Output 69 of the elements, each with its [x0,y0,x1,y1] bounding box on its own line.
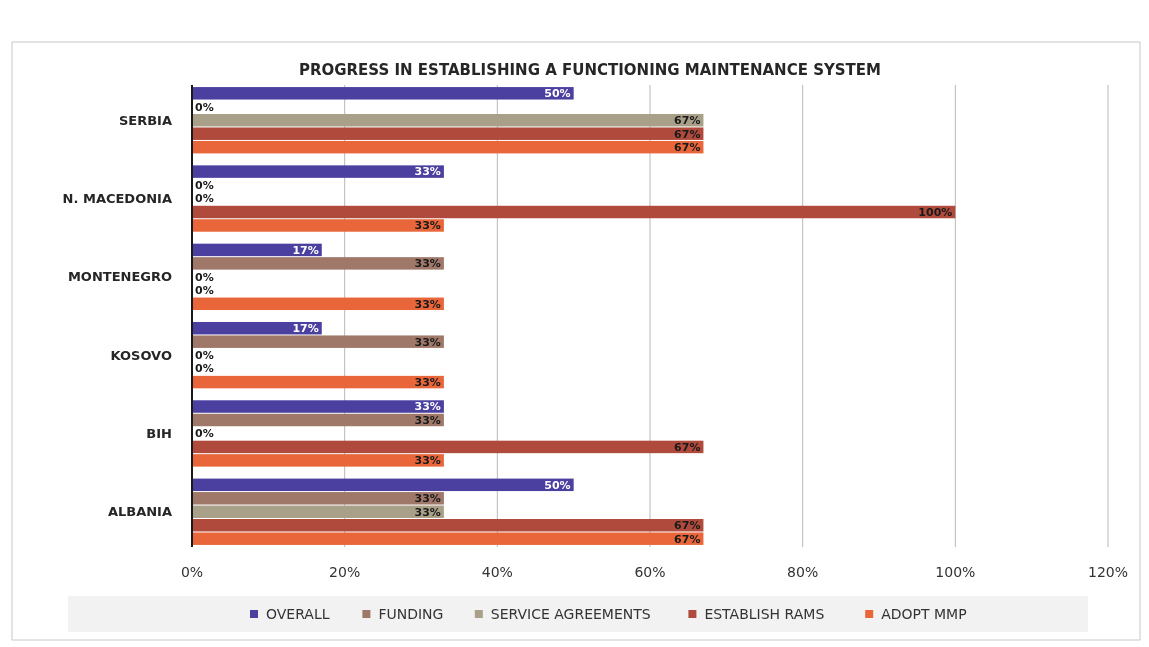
data-label: 17% [292,322,319,336]
data-label: 0% [195,192,214,206]
data-label: 67% [674,519,701,533]
bar [192,297,444,311]
data-label: 0% [195,362,214,376]
x-tick-label: 120% [1087,563,1129,580]
bar [192,140,704,154]
bar [192,454,444,467]
x-tick-label: 100% [935,563,976,580]
data-label: 33% [414,297,441,311]
bar [192,114,704,127]
data-label: 67% [674,141,701,155]
data-label: 33% [414,165,441,179]
data-label: 50% [544,478,571,492]
bar [192,440,704,454]
data-label: 0% [195,284,214,298]
data-label: 33% [414,413,441,427]
data-label: 0% [195,270,214,284]
chart-title: PROGRESS IN ESTABLISHING A FUNCTIONING MAINTENANCE SYSTEM [298,61,882,79]
data-label: 17% [292,243,319,257]
data-label: 33% [414,375,441,389]
data-label: 33% [414,400,441,414]
y-tick-label: MONTENEGRO [67,269,172,285]
bar [192,400,444,413]
bar [192,205,956,219]
data-label: 0% [195,100,214,114]
bar [192,219,444,232]
data-label: 33% [414,505,441,519]
y-tick-label: BIH [146,426,172,442]
data-label: 0% [195,178,214,192]
bar [192,257,444,270]
bar [192,413,444,427]
bar [192,165,444,178]
data-label: 67% [674,440,701,454]
data-label: 33% [414,454,441,468]
x-tick-label: 60% [634,563,666,580]
bar [192,505,444,518]
data-label: 0% [195,349,214,362]
bar [192,478,574,492]
data-label: 33% [414,219,441,233]
data-label: 50% [544,87,571,101]
data-label: 100% [918,205,953,219]
bar [192,492,444,505]
data-label: 67% [674,114,701,128]
bar [192,87,574,100]
y-tick-label: SERBIA [118,112,172,128]
legend-label: ESTABLISH RAMS [704,605,825,622]
bar [192,532,704,545]
data-label: 67% [674,127,701,141]
legend-label: FUNDING [378,605,444,622]
data-label: 67% [674,532,701,546]
bar [192,519,704,532]
data-label: 33% [414,492,441,506]
x-tick-label: 80% [787,563,819,580]
x-tick-label: 0% [180,563,204,580]
y-tick-label: KOSOVO [110,347,172,363]
bar [192,127,704,140]
legend-label: OVERALL [266,605,330,622]
x-tick-label: 40% [481,563,513,580]
data-label: 33% [414,335,441,349]
data-label: 33% [414,257,441,271]
legend-label: SERVICE AGREEMENTS [490,605,651,622]
bar [192,335,444,348]
x-tick-label: 20% [329,563,361,580]
y-tick-label: ALBANIA [107,504,172,520]
y-tick-label: N. MACEDONIA [62,191,172,207]
legend-label: ADOPT MMP [881,605,967,622]
bar [192,375,444,389]
data-label: 0% [195,427,214,441]
